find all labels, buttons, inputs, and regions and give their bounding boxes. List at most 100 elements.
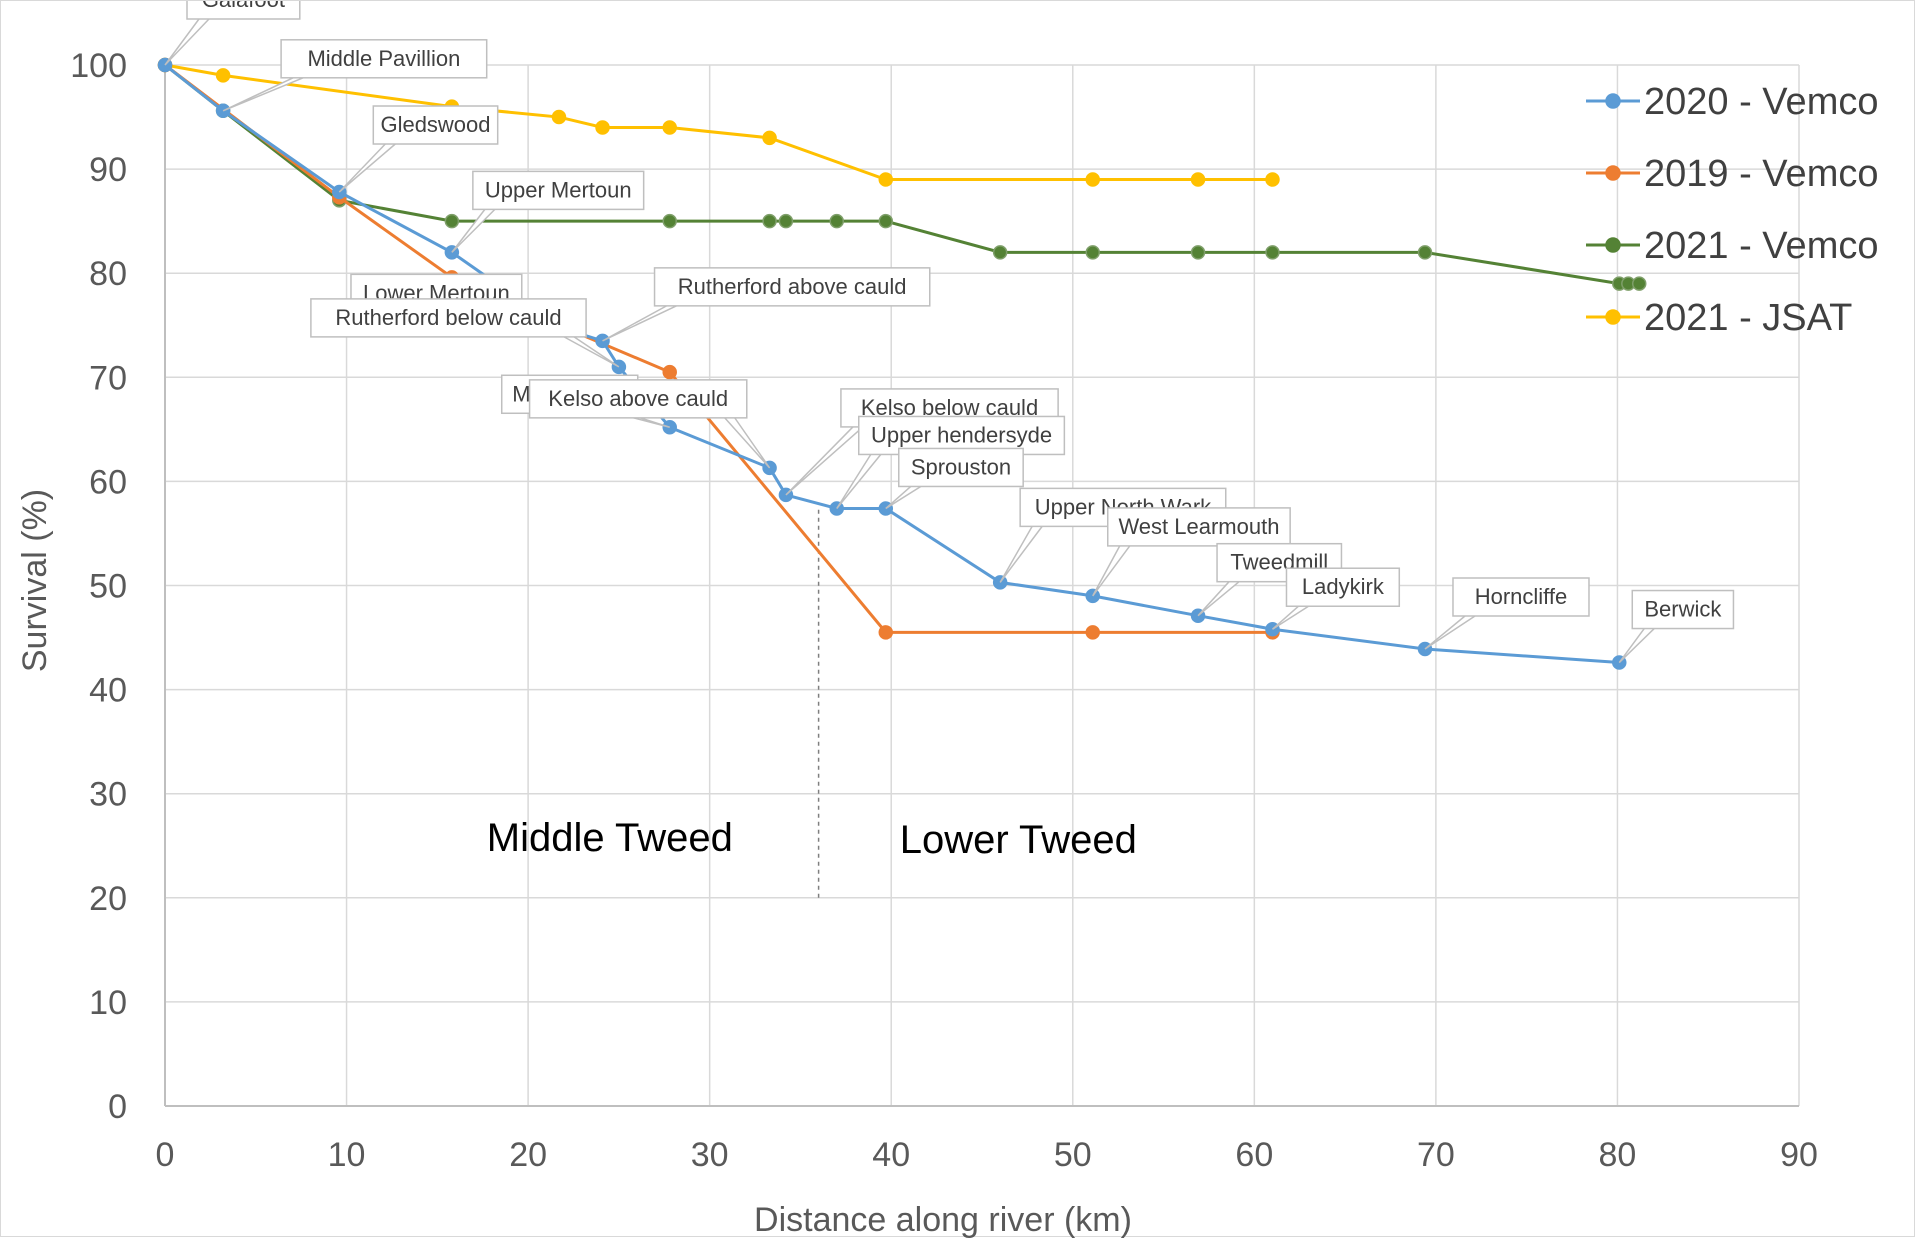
y-tick-label: 60 — [89, 463, 127, 501]
data-point — [878, 172, 894, 187]
data-point — [992, 245, 1008, 260]
callout-box — [280, 39, 488, 79]
x-tick-label: 40 — [872, 1136, 910, 1174]
x-tick-label: 20 — [509, 1136, 547, 1174]
callout-box — [528, 379, 748, 419]
callout-pointer — [785, 426, 864, 496]
x-tick-label: 10 — [328, 1136, 366, 1174]
x-tick-label: 50 — [1054, 1136, 1092, 1174]
data-point — [595, 120, 610, 135]
y-tick-label: 100 — [70, 47, 127, 85]
legend-label: 2020 - Vemco — [1644, 81, 1878, 123]
legend-marker — [1605, 165, 1621, 181]
region-label: Middle Tweed — [487, 816, 733, 860]
callout-pointer — [836, 453, 882, 509]
station-label: Rutherford below cauld — [335, 305, 561, 330]
axes: 0 10 20 30 40 50 60 70 80 90 100 0 10 20 30 40 50 60 70 80 9… — [16, 47, 1818, 1238]
station-label: West Learmouth — [1118, 514, 1279, 539]
station-label: Sprouston — [911, 454, 1011, 479]
callout-box — [1106, 507, 1291, 547]
data-point — [829, 213, 845, 229]
legend-marker — [1605, 309, 1621, 325]
station-label: Gledswood — [380, 112, 490, 137]
station-label: Berwick — [1644, 597, 1722, 622]
data-point — [1265, 245, 1280, 260]
y-tick-label: 80 — [89, 255, 127, 293]
x-tick-label: 30 — [691, 1136, 729, 1174]
legend-marker — [1605, 237, 1621, 253]
station-label: Rutherford above cauld — [678, 274, 907, 299]
y-tick-label: 0 — [108, 1088, 127, 1126]
data-point — [551, 109, 567, 125]
legend-marker — [1605, 93, 1621, 109]
x-tick-label: 90 — [1780, 1136, 1818, 1174]
data-point — [1085, 172, 1100, 187]
callout-pointer — [885, 485, 922, 510]
y-tick-label: 20 — [89, 880, 127, 918]
station-label: Upper Mertoun — [485, 177, 632, 202]
x-tick-label: 60 — [1235, 1136, 1273, 1174]
station-label: Kelso above cauld — [548, 386, 728, 411]
callout-box — [186, 1, 301, 20]
legend: 2020 - Vemco 2019 - Vemco 2021 - Vemco 2021… — [1586, 81, 1878, 339]
data-point — [1085, 245, 1100, 260]
callout-pointer — [1271, 605, 1309, 630]
callout-pointer — [451, 208, 496, 253]
callout-pointer — [602, 305, 677, 342]
callout-pointer — [338, 143, 396, 193]
callout-pointer — [1197, 581, 1240, 617]
data-point — [662, 213, 677, 229]
callout-pointer — [1092, 545, 1131, 597]
callout-pointer — [724, 417, 771, 469]
callout-pointer — [1424, 615, 1476, 650]
data-point — [1265, 172, 1280, 187]
y-tick-label: 10 — [89, 984, 127, 1022]
callout-pointer — [999, 525, 1043, 583]
y-tick-label: 30 — [89, 776, 127, 814]
data-point — [1190, 172, 1206, 187]
x-tick-label: 80 — [1599, 1136, 1637, 1174]
series-line — [164, 63, 1620, 665]
station-label: Ladykirk — [1302, 574, 1385, 599]
data-point — [1190, 245, 1206, 260]
y-tick-label: 40 — [89, 672, 127, 710]
callout-box — [1452, 577, 1590, 617]
callout-pointer — [563, 336, 620, 368]
y-tick-label: 90 — [89, 151, 127, 189]
callout-pointer — [222, 77, 304, 112]
data-point — [762, 213, 777, 229]
region-annotations: Middle Tweed Lower Tweed — [487, 507, 1137, 898]
y-tick-label: 50 — [89, 568, 127, 606]
data-point — [1631, 276, 1647, 291]
callout-box — [310, 298, 587, 338]
x-axis-title: Distance along river (km) — [754, 1201, 1132, 1238]
series-line — [164, 63, 1273, 182]
x-tick-label: 0 — [156, 1136, 175, 1174]
y-axis-title: Survival (%) — [16, 489, 54, 672]
callout-box — [1285, 567, 1401, 607]
data-point — [1085, 625, 1100, 640]
station-label: Middle Pavillion — [307, 46, 460, 71]
data-point — [1417, 245, 1433, 260]
data-point — [878, 625, 894, 640]
callout-box — [372, 105, 499, 145]
series-line — [164, 63, 1273, 634]
callout-box — [898, 447, 1024, 488]
callout-pointer — [1618, 627, 1655, 664]
data-point — [444, 213, 460, 229]
data-point — [878, 213, 894, 229]
station-label: Horncliffe — [1475, 584, 1568, 609]
callout-box — [653, 267, 931, 307]
callout-box — [1216, 542, 1343, 583]
data-point — [778, 213, 794, 229]
y-tick-label: 70 — [89, 359, 127, 397]
x-tick-label: 70 — [1417, 1136, 1455, 1174]
callout-box — [472, 170, 645, 211]
station-label: Galafoot — [202, 1, 285, 12]
callout-pointer — [164, 18, 210, 66]
region-label: Lower Tweed — [900, 818, 1137, 862]
data-point — [662, 364, 677, 380]
legend-label: 2021 - JSAT — [1644, 297, 1852, 339]
